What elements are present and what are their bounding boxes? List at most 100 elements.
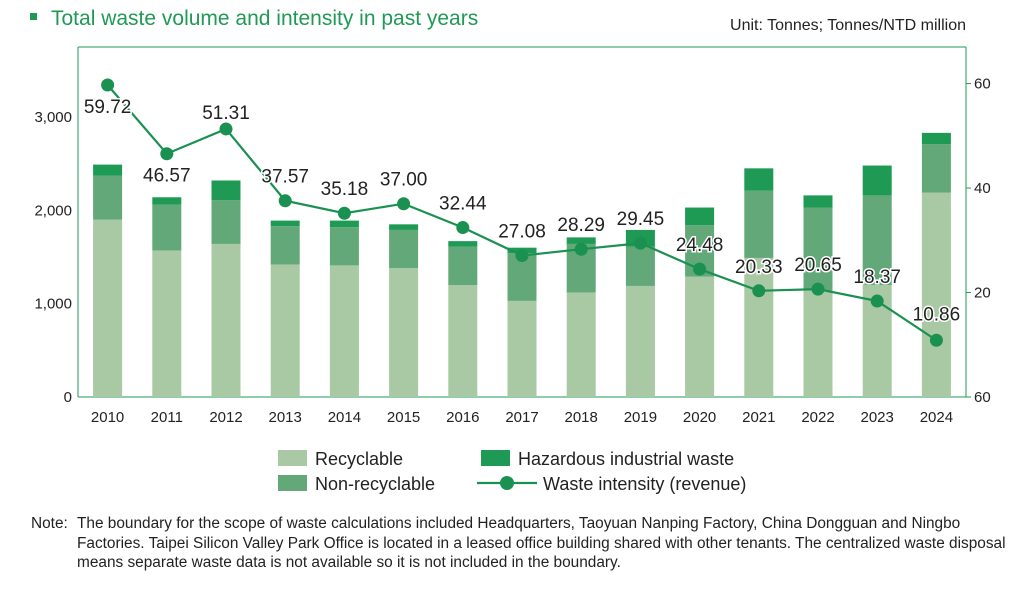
intensity-point	[101, 78, 115, 92]
footnote-text: The boundary for the scope of waste calc…	[77, 515, 1006, 571]
hazardous-bar	[389, 224, 419, 230]
hazardous-bar	[211, 180, 241, 201]
left-tick-label: 2,000	[34, 202, 72, 219]
footnote-label: Note:	[31, 515, 68, 532]
right-tick-label: 20	[974, 285, 991, 302]
non-recyclable-bar	[921, 144, 951, 193]
left-tick-label: 1,000	[34, 296, 72, 313]
recyclable-bar	[329, 265, 359, 397]
hazardous-bar	[566, 237, 596, 244]
intensity-point	[278, 194, 292, 208]
legend-label: Hazardous industrial waste	[518, 449, 734, 469]
legend-label: Recyclable	[315, 449, 403, 469]
intensity-data-label: 18.37	[853, 267, 901, 288]
intensity-data-label: 59.72	[84, 97, 132, 118]
hazardous-bar	[152, 197, 182, 205]
intensity-point	[693, 262, 707, 276]
recyclable-bar	[448, 285, 478, 397]
recyclable-bar	[93, 219, 123, 397]
intensity-data-label: 37.00	[380, 170, 428, 191]
intensity-data-label: 27.08	[498, 222, 546, 243]
intensity-point	[397, 197, 411, 211]
recyclable-bar	[211, 243, 241, 397]
intensity-data-label: 51.31	[202, 103, 250, 124]
x-tick-label: 2018	[565, 409, 598, 426]
x-tick-label: 2022	[801, 409, 834, 426]
non-recyclable-bar	[270, 226, 300, 265]
x-tick-label: 2012	[209, 409, 242, 426]
non-recyclable-bar	[862, 195, 892, 285]
intensity-data-label: 46.57	[143, 166, 191, 187]
recyclable-bar	[566, 292, 596, 397]
footnote: Note: The boundary for the scope of wast…	[31, 514, 1016, 573]
legend-swatch-recyclable	[278, 450, 307, 466]
x-tick-label: 2023	[861, 409, 894, 426]
non-recyclable-bar	[744, 190, 774, 258]
chart-title-text: Total waste volume and intensity in past…	[51, 7, 479, 30]
hazardous-bar	[329, 220, 359, 228]
intensity-point	[515, 249, 529, 263]
legend-swatch-hazardous	[481, 450, 510, 466]
intensity-data-label: 35.18	[321, 179, 369, 200]
hazardous-bar	[921, 132, 951, 145]
x-tick-label: 2015	[387, 409, 420, 426]
hazardous-bar	[803, 195, 833, 208]
intensity-data-label: 29.45	[617, 209, 665, 230]
x-tick-label: 2014	[328, 409, 361, 426]
intensity-point	[160, 147, 174, 161]
title-bullet-icon	[30, 12, 37, 20]
intensity-point	[456, 221, 470, 235]
recyclable-bar	[625, 285, 655, 397]
recyclable-bar	[744, 257, 774, 397]
recyclable-bar	[921, 192, 951, 397]
intensity-point	[337, 206, 351, 220]
non-recyclable-bar	[93, 175, 123, 220]
recyclable-bar	[507, 300, 537, 397]
x-tick-label: 2021	[742, 409, 775, 426]
intensity-point	[574, 242, 588, 256]
x-tick-label: 2011	[151, 409, 183, 426]
intensity-point	[929, 333, 943, 347]
right-tick-label: 60	[974, 76, 991, 93]
non-recyclable-bar	[448, 246, 478, 285]
x-tick-label: 2017	[505, 409, 538, 426]
non-recyclable-bar	[211, 200, 241, 244]
right-tick-label: 60	[974, 389, 991, 406]
intensity-point	[752, 284, 766, 298]
x-tick-label: 2016	[446, 409, 479, 426]
intensity-data-label: 32.44	[439, 194, 487, 215]
recyclable-bar	[389, 268, 419, 397]
intensity-data-label: 24.48	[676, 235, 724, 256]
recyclable-bar	[685, 276, 715, 397]
hazardous-bar	[270, 220, 300, 227]
intensity-point	[219, 122, 233, 136]
hazardous-bar	[744, 168, 774, 191]
recyclable-bar	[803, 290, 833, 397]
recyclable-bar	[152, 250, 182, 397]
legend-marker-icon	[500, 476, 514, 490]
intensity-data-label: 20.65	[794, 255, 842, 276]
intensity-data-label: 28.29	[557, 215, 605, 236]
intensity-data-label: 20.33	[735, 257, 783, 278]
unit-label: Unit: Tonnes; Tonnes/NTD million	[730, 17, 966, 34]
non-recyclable-bar	[329, 227, 359, 266]
intensity-data-label: 37.57	[261, 167, 309, 188]
hazardous-bar	[862, 165, 892, 196]
x-tick-label: 2010	[91, 409, 124, 426]
x-tick-label: 2013	[269, 409, 302, 426]
non-recyclable-bar	[152, 204, 182, 251]
chart-title: Total waste volume and intensity in past…	[30, 7, 478, 31]
right-tick-label: 40	[974, 180, 991, 197]
x-tick-label: 2019	[624, 409, 657, 426]
intensity-point	[870, 294, 884, 308]
left-tick-label: 3,000	[34, 109, 72, 126]
legend-label: Non-recyclable	[315, 474, 435, 494]
hazardous-bar	[93, 164, 123, 176]
intensity-data-label: 10.86	[913, 304, 961, 325]
intensity-point	[811, 282, 825, 296]
hazardous-bar	[685, 207, 715, 226]
x-tick-label: 2024	[920, 409, 953, 426]
non-recyclable-bar	[389, 229, 419, 269]
legend-swatch-non-recyclable	[278, 475, 307, 491]
recyclable-bar	[270, 264, 300, 397]
